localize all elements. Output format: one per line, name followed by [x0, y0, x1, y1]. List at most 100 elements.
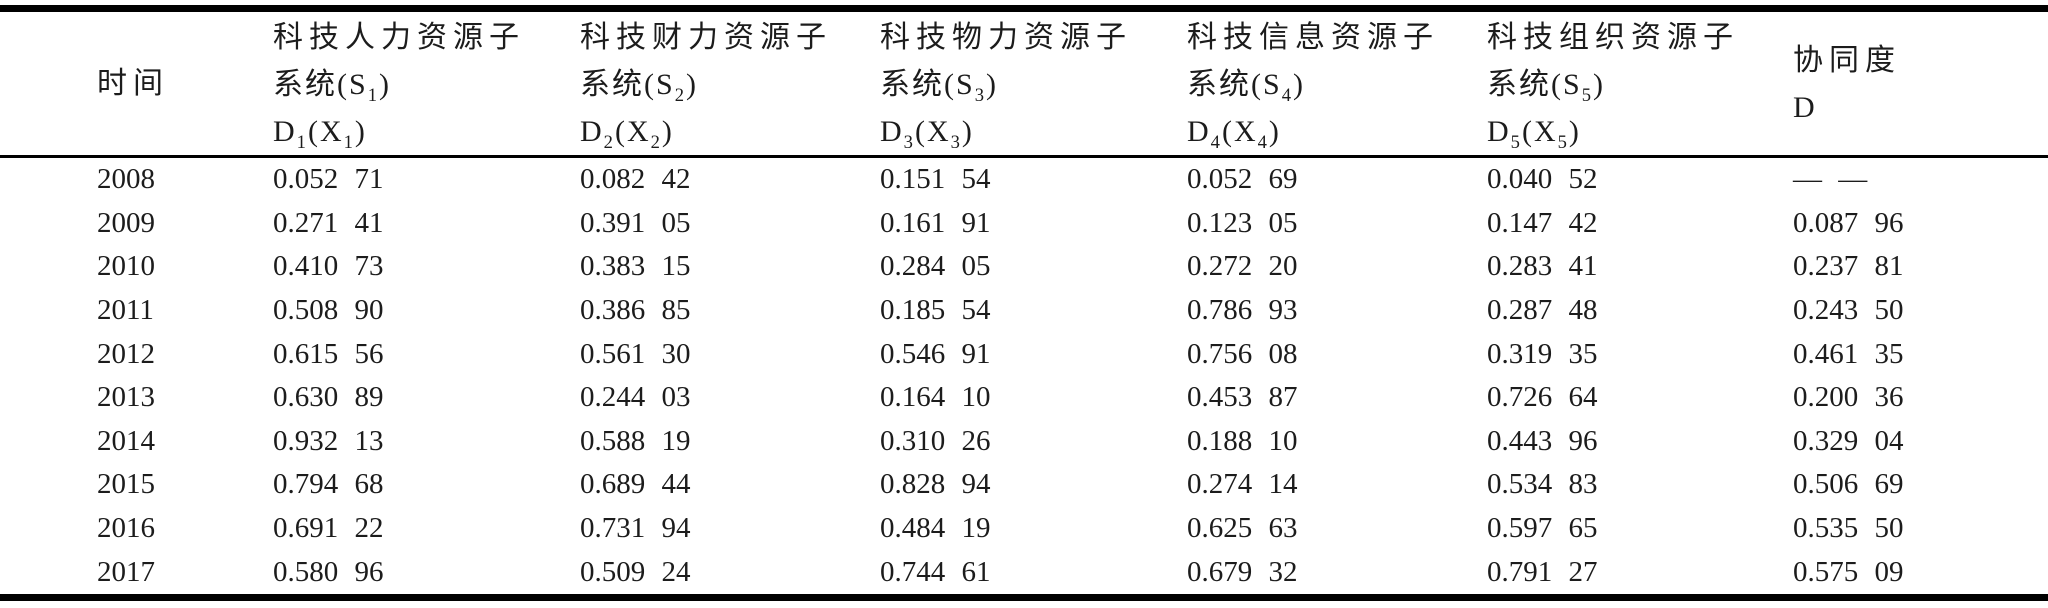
- subsystem-name-line: 科技组织资源子: [1487, 21, 1739, 54]
- subsystem-name-line: 科技物力资源子: [880, 21, 1132, 54]
- value-cell: 0.731 94: [580, 512, 691, 545]
- value-cell: 0.630 89: [273, 381, 384, 414]
- subsystem-header-lines: 科技人力资源子系统(S1) D1(X1): [273, 12, 580, 155]
- value-cell: 0.744 61: [880, 555, 991, 588]
- value-cell: 0.453 87: [1187, 381, 1298, 414]
- table-row: 2014 0.932 13 0.588 19 0.310 26 0.188 10 0.44…: [0, 420, 2048, 464]
- value-cell: 0.243 50: [1793, 294, 1904, 327]
- value-cell: 0.040 52: [1487, 163, 1598, 196]
- value-cell: 0.188 10: [1187, 424, 1298, 457]
- year-cell: 2008: [97, 163, 155, 196]
- value-cell: 0.147 42: [1487, 206, 1598, 239]
- subsystem-name-line: 科技财力资源子: [580, 21, 832, 54]
- subsystem-degree-line: D5(X5): [1487, 115, 1581, 153]
- year-cell: 2014: [97, 424, 155, 457]
- value-cell: 0.461 35: [1793, 337, 1904, 370]
- value-cell: 0.508 90: [273, 294, 384, 327]
- value-cell: 0.329 04: [1793, 424, 1904, 457]
- value-cell: 0.828 94: [880, 468, 991, 501]
- value-cell: 0.272 20: [1187, 250, 1298, 283]
- subsystem-name-line: 科技信息资源子: [1187, 21, 1439, 54]
- value-cell: 0.615 56: [273, 337, 384, 370]
- table-header: 时间 科技人力资源子系统(S1) D1(X1) 科技财力资源子系统(S2) D2(X2)…: [0, 8, 2048, 158]
- subsystem-degree-line: D3(X3): [880, 115, 974, 153]
- year-cell: 2011: [97, 294, 154, 327]
- table-row: 2012 0.615 56 0.561 30 0.546 91 0.756 08 0.31…: [0, 332, 2048, 376]
- value-cell: 0.310 26: [880, 424, 991, 457]
- value-cell: 0.151 54: [880, 163, 991, 196]
- value-cell: 0.580 96: [273, 555, 384, 588]
- subsystem-symbol-line: 系统(S2): [580, 68, 698, 106]
- col-header-synergy-degree: 协同度 D: [1793, 8, 2048, 158]
- value-cell: 0.283 41: [1487, 250, 1598, 283]
- year-cell: 2015: [97, 468, 155, 501]
- year-cell: 2009: [97, 206, 155, 239]
- table-row: 2015 0.794 68 0.689 44 0.828 94 0.274 14 0.53…: [0, 463, 2048, 507]
- year-cell: 2013: [97, 381, 155, 414]
- subsystem-header-lines: 科技物力资源子 系统(S3) D3(X3): [880, 12, 1187, 155]
- year-cell: 2016: [97, 512, 155, 545]
- table-row: 2017 0.580 96 0.509 24 0.744 61 0.679 32 0.79…: [0, 550, 2048, 597]
- value-cell: 0.691 22: [273, 512, 384, 545]
- synergy-degree-symbol: D: [1793, 90, 1815, 124]
- subsystem-degree-line: D4(X4): [1187, 115, 1281, 153]
- value-cell: 0.161 91: [880, 206, 991, 239]
- value-cell: 0.794 68: [273, 468, 384, 501]
- value-cell: 0.535 50: [1793, 512, 1904, 545]
- subsystem-header-lines: 科技信息资源子 系统(S4) D4(X4): [1187, 12, 1487, 155]
- value-cell: 0.237 81: [1793, 250, 1904, 283]
- value-cell: 0.791 27: [1487, 555, 1598, 588]
- value-cell: — —: [1793, 163, 1868, 196]
- subsystem-degree-line: D1(X1): [273, 115, 367, 153]
- value-cell: 0.383 15: [580, 250, 691, 283]
- value-cell: 0.726 64: [1487, 381, 1598, 414]
- value-cell: 0.506 69: [1793, 468, 1904, 501]
- col-header-time: 时间: [0, 8, 273, 158]
- table-row: 2013 0.630 89 0.244 03 0.164 10 0.453 87 0.72…: [0, 376, 2048, 420]
- value-cell: 0.123 05: [1187, 206, 1298, 239]
- col-header-subsystem-s3: 科技物力资源子 系统(S3) D3(X3): [880, 8, 1187, 158]
- subsystem-symbol-line: 系统(S1): [273, 68, 391, 106]
- value-cell: 0.274 14: [1187, 468, 1298, 501]
- subsystem-name-line: 科技人力资源子: [273, 21, 525, 54]
- value-cell: 0.244 03: [580, 381, 691, 414]
- value-cell: 0.786 93: [1187, 294, 1298, 327]
- table-row: 2016 0.691 22 0.731 94 0.484 19 0.625 63 0.59…: [0, 507, 2048, 551]
- subsystem-symbol-line: 系统(S5): [1487, 68, 1605, 106]
- header-row: 时间 科技人力资源子系统(S1) D1(X1) 科技财力资源子系统(S2) D2(X2)…: [0, 8, 2048, 158]
- value-cell: 0.391 05: [580, 206, 691, 239]
- value-cell: 0.509 24: [580, 555, 691, 588]
- value-cell: 0.625 63: [1187, 512, 1298, 545]
- synergy-degree-label: 协同度: [1793, 43, 1901, 77]
- value-cell: 0.534 83: [1487, 468, 1598, 501]
- col-header-subsystem-s2: 科技财力资源子系统(S2) D2(X2): [580, 8, 880, 158]
- value-cell: 0.319 35: [1487, 337, 1598, 370]
- value-cell: 0.271 41: [273, 206, 384, 239]
- year-cell: 2017: [97, 555, 155, 588]
- value-cell: 0.484 19: [880, 512, 991, 545]
- subsystem-degree-line: D2(X2): [580, 115, 674, 153]
- table-row: 2008 0.052 71 0.082 42 0.151 54 0.052 69 0.04…: [0, 157, 2048, 202]
- year-cell: 2012: [97, 337, 155, 370]
- subsystem-header-lines: 科技组织资源子系统(S5) D5(X5): [1487, 12, 1793, 155]
- value-cell: 0.284 05: [880, 250, 991, 283]
- value-cell: 0.756 08: [1187, 337, 1298, 370]
- value-cell: 0.588 19: [580, 424, 691, 457]
- table-row: 2009 0.271 41 0.391 05 0.161 91 0.123 05 0.14…: [0, 202, 2048, 246]
- value-cell: 0.679 32: [1187, 555, 1298, 588]
- col-header-subsystem-s5: 科技组织资源子系统(S5) D5(X5): [1487, 8, 1793, 158]
- value-cell: 0.546 91: [880, 337, 991, 370]
- value-cell: 0.561 30: [580, 337, 691, 370]
- value-cell: 0.386 85: [580, 294, 691, 327]
- value-cell: 0.597 65: [1487, 512, 1598, 545]
- col-header-subsystem-s1: 科技人力资源子系统(S1) D1(X1): [273, 8, 580, 158]
- value-cell: 0.932 13: [273, 424, 384, 457]
- value-cell: 0.443 96: [1487, 424, 1598, 457]
- value-cell: 0.087 96: [1793, 206, 1904, 239]
- col-header-time-label: 时间: [97, 67, 169, 100]
- value-cell: 0.575 09: [1793, 555, 1904, 588]
- value-cell: 0.052 69: [1187, 163, 1298, 196]
- col-header-subsystem-s4: 科技信息资源子 系统(S4) D4(X4): [1187, 8, 1487, 158]
- value-cell: 0.410 73: [273, 250, 384, 283]
